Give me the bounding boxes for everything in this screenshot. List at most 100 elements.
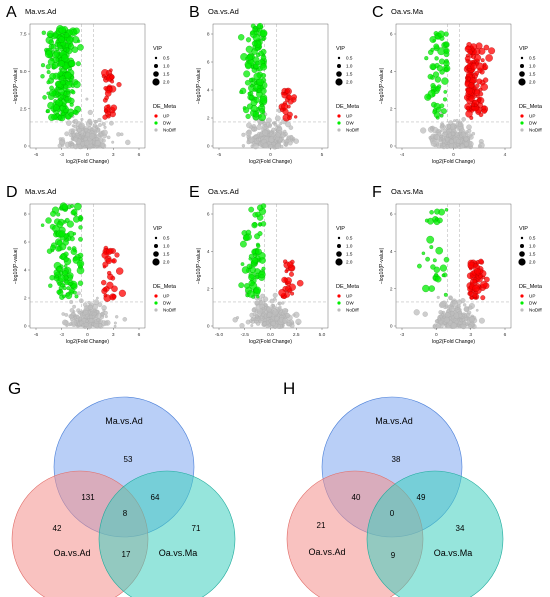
y-tick-label: 6 bbox=[207, 212, 210, 218]
dw-point bbox=[56, 266, 62, 272]
nodiff-point bbox=[455, 138, 461, 144]
nodiff-point bbox=[465, 312, 471, 318]
up-point bbox=[475, 94, 480, 99]
nodiff-point bbox=[87, 300, 91, 305]
nodiff-point bbox=[78, 136, 82, 140]
up-point bbox=[101, 279, 107, 286]
volcano-panel-a: A Ma.vs.Ad -6 -3 0 3 6 0 2.5 5.0 7.5 log2(Fold Chan… bbox=[0, 0, 183, 180]
nodiff-point bbox=[83, 127, 89, 133]
dw-point bbox=[65, 114, 71, 120]
legend-meta-dot bbox=[154, 301, 158, 305]
y-tick-label: 6 bbox=[390, 212, 393, 218]
legend-vip-dot bbox=[519, 71, 525, 77]
dw-point bbox=[77, 44, 84, 51]
dw-point bbox=[437, 217, 443, 224]
nodiff-point bbox=[76, 291, 81, 296]
dw-point bbox=[67, 272, 74, 279]
x-tick-label: -5 bbox=[217, 152, 222, 158]
nodiff-point bbox=[60, 137, 65, 142]
nodiff-point bbox=[268, 123, 272, 127]
y-tick-label: 6 bbox=[24, 240, 27, 246]
up-point bbox=[472, 86, 477, 91]
up-point bbox=[278, 289, 286, 297]
venn-g-label-oaad: Oa.vs.Ad bbox=[53, 548, 90, 558]
dw-point bbox=[429, 36, 437, 43]
dw-point bbox=[260, 203, 267, 209]
panel-title: Ma.vs.Ad bbox=[25, 7, 57, 16]
nodiff-point bbox=[449, 305, 456, 313]
dw-point bbox=[68, 281, 73, 286]
nodiff-point bbox=[434, 319, 439, 324]
nodiff-point bbox=[80, 117, 84, 121]
legend-vip-title: VIP bbox=[153, 46, 162, 52]
y-axis-label: −log10(P-value) bbox=[13, 247, 19, 284]
dw-point bbox=[430, 264, 436, 270]
dw-point bbox=[78, 225, 83, 230]
nodiff-point bbox=[295, 318, 302, 325]
legend-vip-dot bbox=[337, 56, 341, 60]
nodiff-point bbox=[469, 316, 475, 323]
legend-vip-label: 2.0 bbox=[346, 260, 353, 265]
up-point bbox=[480, 295, 486, 301]
dw-point bbox=[260, 54, 267, 61]
panel-title: Oa.vs.Ad bbox=[208, 7, 239, 16]
y-axis-label: −log10(P-value) bbox=[196, 67, 202, 104]
dw-point bbox=[426, 235, 435, 244]
dw-point bbox=[254, 60, 260, 66]
dw-point bbox=[257, 231, 263, 237]
y-tick-label: 0 bbox=[24, 144, 27, 150]
volcano-panel-d: D Ma.vs.Ad -6 -3 0 3 6 0 2 4 6 8 log2(Fold Change) −l… bbox=[0, 180, 183, 360]
nodiff-point bbox=[459, 143, 465, 149]
nodiff-point bbox=[67, 323, 71, 327]
nodiff-point bbox=[261, 306, 265, 310]
legend-vip-label: 1.5 bbox=[346, 252, 353, 257]
nodiff-point bbox=[113, 324, 117, 328]
up-point bbox=[465, 87, 473, 95]
volcano-panel-c: C Oa.vs.Ma -4 0 4 0 2 4 6 log2(Fold Change) −log10… bbox=[366, 0, 549, 180]
nodiff-point bbox=[262, 124, 268, 130]
dw-point bbox=[253, 25, 257, 30]
up-point bbox=[114, 252, 120, 258]
nodiff-point bbox=[103, 125, 107, 129]
nodiff-point bbox=[64, 313, 69, 317]
volcano-plot-svg: -6 -3 0 3 6 0 2.5 5.0 7.5 log2(Fold Change) −log10… bbox=[13, 23, 177, 165]
legend-meta-title: DE_Meta bbox=[153, 104, 177, 110]
nodiff-point bbox=[87, 304, 93, 310]
nodiff-point bbox=[436, 295, 440, 299]
nodiff-point bbox=[104, 314, 108, 319]
dw-point bbox=[45, 108, 51, 114]
nodiff-point bbox=[288, 125, 294, 130]
dw-point bbox=[66, 286, 71, 291]
dw-point bbox=[443, 47, 450, 54]
dw-point bbox=[62, 102, 66, 107]
venn-g-count-all: 8 bbox=[123, 509, 128, 518]
nodiff-point bbox=[267, 144, 273, 149]
x-tick-label: -3 bbox=[400, 332, 405, 338]
legend-vip-label: 1.5 bbox=[529, 252, 536, 257]
dw-point bbox=[443, 90, 448, 94]
y-tick-label: 2.5 bbox=[20, 106, 27, 112]
dw-point bbox=[434, 56, 439, 61]
x-tick-label: 4 bbox=[504, 152, 507, 158]
dw-point bbox=[428, 285, 435, 292]
nodiff-point bbox=[447, 133, 452, 138]
up-point bbox=[281, 276, 288, 283]
dw-point bbox=[432, 258, 437, 263]
x-tick-label: 6 bbox=[504, 332, 507, 338]
legend-vip-dot bbox=[337, 236, 341, 240]
nodiff-point bbox=[266, 306, 272, 313]
nodiff-point bbox=[275, 132, 281, 138]
dw-point bbox=[436, 65, 444, 72]
dw-point bbox=[60, 79, 66, 86]
nodiff-point bbox=[266, 117, 272, 124]
legend-meta-title: DE_Meta bbox=[519, 284, 543, 290]
dw-point bbox=[444, 42, 449, 48]
dw-point bbox=[243, 107, 250, 114]
legend-meta-dot bbox=[337, 114, 341, 118]
nodiff-point bbox=[262, 142, 269, 149]
dw-point bbox=[249, 83, 254, 88]
dw-point bbox=[421, 251, 426, 256]
up-point bbox=[478, 258, 484, 265]
nodiff-point bbox=[239, 323, 245, 329]
dw-point bbox=[248, 77, 254, 83]
